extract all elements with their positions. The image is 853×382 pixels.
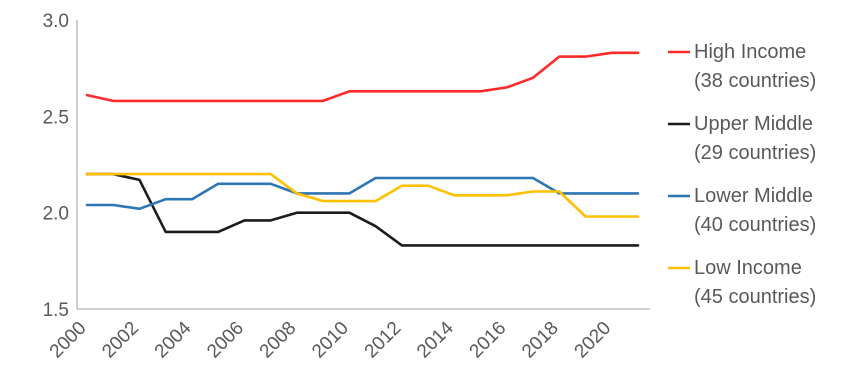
x-tick-label: 2010 — [308, 318, 353, 363]
x-tick-label: 2008 — [256, 318, 301, 363]
x-tick-label: 2016 — [466, 318, 511, 363]
x-axis-ticks: 2000 2002 2004 2006 2008 2010 2012 2014 2016 2018… — [46, 317, 616, 362]
legend-sublabel-upper-middle: (29 countries) — [694, 142, 816, 164]
x-tick-label: 2020 — [571, 318, 616, 363]
x-tick-label: 2000 — [46, 318, 91, 363]
x-tick-label: 2014 — [413, 317, 458, 362]
legend-label-high-income: High Income — [694, 41, 806, 63]
series-line-low-income — [85, 172, 640, 218]
legend-sublabel-low-income: (45 countries) — [694, 286, 816, 308]
legend-sublabel-high-income: (38 countries) — [694, 70, 816, 92]
series-line-upper-middle — [85, 172, 640, 247]
legend-sublabel-lower-middle: (40 countries) — [694, 214, 816, 236]
y-axis-ticks: 1.5 2.0 2.5 3.0 — [43, 11, 69, 321]
x-tick-label: 2002 — [98, 318, 143, 363]
x-tick-label: 2018 — [518, 318, 563, 363]
series-line-high-income — [85, 51, 640, 103]
legend-label-low-income: Low Income — [694, 257, 802, 279]
y-tick-label: 1.5 — [43, 300, 69, 321]
y-tick-label: 2.5 — [43, 107, 69, 128]
y-tick-label: 3.0 — [43, 11, 69, 32]
legend-label-lower-middle: Lower Middle — [694, 185, 813, 207]
legend: High Income (38 countries) Upper Middle (29… — [668, 41, 816, 308]
x-tick-label: 2006 — [203, 318, 248, 363]
legend-label-upper-middle: Upper Middle — [694, 113, 813, 135]
y-tick-label: 2.0 — [43, 204, 69, 225]
series-lines — [85, 51, 640, 247]
series-line-lower-middle — [85, 176, 640, 211]
x-tick-label: 2004 — [151, 317, 196, 362]
x-tick-label: 2012 — [361, 318, 406, 363]
